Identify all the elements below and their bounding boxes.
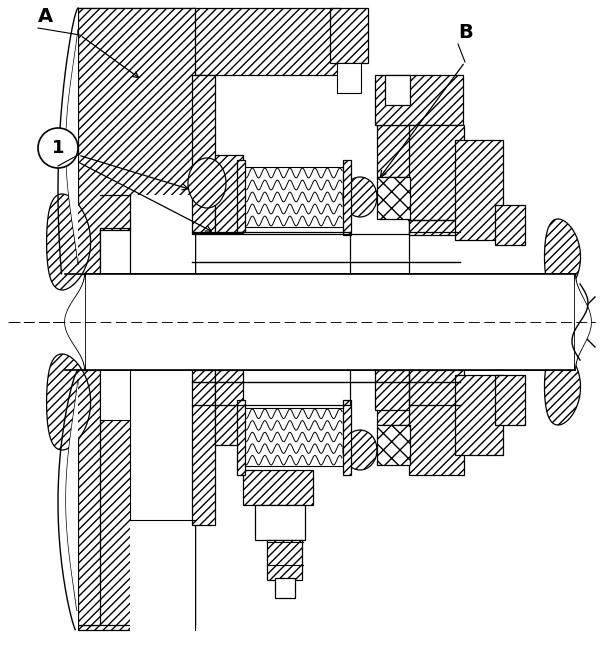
- Polygon shape: [215, 370, 243, 445]
- Polygon shape: [237, 400, 245, 475]
- Polygon shape: [130, 370, 195, 520]
- Polygon shape: [78, 8, 195, 274]
- Polygon shape: [215, 155, 243, 233]
- Polygon shape: [343, 160, 351, 235]
- Polygon shape: [66, 380, 78, 610]
- Polygon shape: [85, 274, 575, 370]
- Polygon shape: [243, 167, 343, 227]
- Polygon shape: [267, 540, 302, 580]
- Polygon shape: [495, 375, 525, 425]
- Polygon shape: [343, 400, 351, 475]
- Polygon shape: [78, 370, 100, 625]
- Polygon shape: [377, 370, 412, 425]
- Polygon shape: [85, 274, 575, 370]
- Polygon shape: [65, 274, 85, 370]
- Polygon shape: [375, 370, 463, 410]
- Polygon shape: [58, 8, 78, 374]
- Polygon shape: [255, 505, 305, 540]
- Ellipse shape: [343, 430, 377, 470]
- Polygon shape: [377, 125, 412, 177]
- Polygon shape: [192, 75, 215, 233]
- Polygon shape: [545, 349, 581, 425]
- Polygon shape: [275, 578, 295, 598]
- Polygon shape: [67, 274, 85, 370]
- Polygon shape: [58, 370, 78, 635]
- Text: A: A: [38, 7, 53, 26]
- Polygon shape: [130, 370, 195, 645]
- Ellipse shape: [343, 177, 377, 217]
- Text: B: B: [458, 23, 473, 42]
- Polygon shape: [66, 30, 78, 264]
- Polygon shape: [455, 375, 503, 455]
- Polygon shape: [100, 370, 195, 420]
- Polygon shape: [375, 75, 463, 125]
- Polygon shape: [47, 354, 91, 450]
- Polygon shape: [78, 8, 195, 274]
- Polygon shape: [192, 8, 340, 75]
- Polygon shape: [330, 8, 368, 63]
- Polygon shape: [409, 370, 464, 475]
- Polygon shape: [385, 75, 410, 105]
- Polygon shape: [545, 219, 581, 295]
- Polygon shape: [192, 370, 215, 525]
- Polygon shape: [78, 370, 195, 625]
- Polygon shape: [237, 160, 245, 232]
- Polygon shape: [337, 63, 361, 93]
- Circle shape: [38, 128, 78, 168]
- Polygon shape: [100, 230, 195, 274]
- Polygon shape: [377, 177, 410, 219]
- Ellipse shape: [188, 158, 226, 208]
- Polygon shape: [409, 125, 464, 230]
- Polygon shape: [575, 274, 591, 370]
- Polygon shape: [409, 220, 464, 235]
- Polygon shape: [377, 425, 410, 465]
- Polygon shape: [78, 370, 195, 630]
- Polygon shape: [495, 205, 525, 245]
- Polygon shape: [575, 274, 589, 370]
- Polygon shape: [243, 470, 313, 505]
- Polygon shape: [130, 195, 195, 274]
- Text: 1: 1: [52, 139, 64, 157]
- Polygon shape: [455, 140, 503, 240]
- Polygon shape: [243, 408, 343, 466]
- Polygon shape: [47, 194, 91, 290]
- Polygon shape: [85, 274, 575, 370]
- Polygon shape: [100, 370, 195, 405]
